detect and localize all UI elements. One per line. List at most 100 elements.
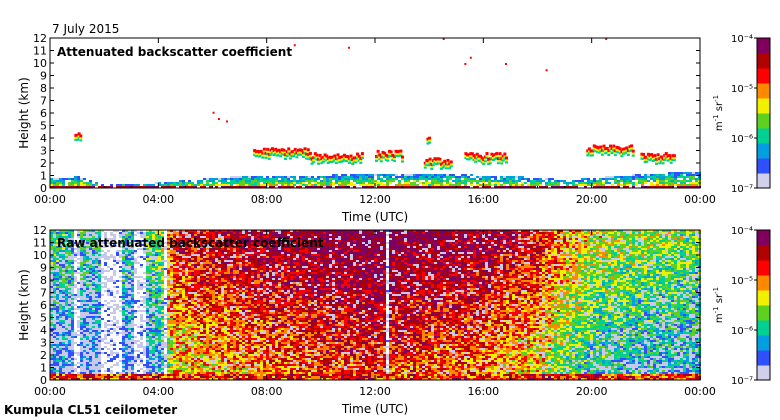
y-tick-label: 9: [40, 262, 47, 275]
colorbar-swatch: [757, 235, 770, 238]
colorbar-swatch: [757, 38, 770, 41]
colorbar-swatch: [757, 150, 770, 154]
colorbar-swatch: [757, 365, 770, 368]
colorbar-swatch: [757, 317, 770, 321]
colorbar-swatch: [757, 230, 770, 233]
colorbar-swatch: [757, 148, 770, 151]
y-tick-label: 1: [40, 362, 47, 375]
colorbar-swatch: [757, 372, 770, 376]
colorbar-swatch: [757, 143, 770, 146]
x-tick-label: 20:00: [576, 193, 608, 206]
colorbar-swatch: [757, 100, 770, 104]
colorbar-unit: m-1 sr-1: [712, 287, 725, 323]
colorbar-swatch: [757, 232, 770, 236]
colorbar-swatch: [757, 257, 770, 261]
y-tick-label: 4: [40, 132, 47, 145]
x-tick-label: 12:00: [359, 385, 391, 398]
heatmap-raw: [50, 230, 701, 380]
colorbar-swatch: [757, 267, 770, 271]
colorbar-swatch: [757, 337, 770, 341]
colorbar-swatch: [757, 145, 770, 149]
y-tick-label: 12: [33, 224, 47, 237]
colorbar-tick-label: 10⁻⁷: [731, 184, 753, 195]
x-tick-label: 04:00: [142, 385, 174, 398]
colorbar-swatch: [757, 60, 770, 64]
y-tick-label: 7: [40, 95, 47, 108]
colorbar-swatch: [757, 43, 770, 46]
colorbar-swatch: [757, 50, 770, 54]
colorbar-swatch: [757, 242, 770, 246]
y-tick-label: 6: [40, 299, 47, 312]
colorbar-swatch: [757, 68, 770, 71]
colorbar-swatch: [757, 158, 770, 161]
colorbar-swatch: [757, 108, 770, 111]
y-tick-label: 12: [33, 32, 47, 45]
y-tick-label: 2: [40, 349, 47, 362]
panel-raw-backscatter: Raw attenuated backscatter coefficient 0…: [17, 224, 771, 416]
colorbar-swatch: [757, 118, 770, 121]
colorbar-swatch: [757, 78, 770, 81]
colorbar-swatch: [757, 367, 770, 371]
y-tick-label: 11: [33, 237, 47, 250]
colorbar-swatch: [757, 325, 770, 328]
colorbar-frame: [756, 229, 771, 381]
colorbar-swatch: [757, 277, 770, 281]
colorbar-swatch: [757, 375, 770, 378]
colorbar-swatch: [757, 370, 770, 373]
y-tick-label: 4: [40, 324, 47, 337]
colorbar-swatch: [757, 75, 770, 79]
colorbar-swatch: [757, 262, 770, 266]
colorbar-swatch: [757, 270, 770, 273]
colorbar-swatch: [757, 183, 770, 186]
colorbar-top: 10⁻⁷ 10⁻⁶ 10⁻⁵ 10⁻⁴ m-1 sr-1: [712, 34, 771, 195]
colorbar-swatch: [757, 352, 770, 356]
colorbar-swatch: [757, 48, 770, 51]
colorbar-swatch: [757, 105, 770, 109]
x-tick-label: 08:00: [251, 193, 283, 206]
colorbar-swatch: [757, 307, 770, 311]
colorbar-swatch: [757, 55, 770, 59]
y-axis-label-bottom: Height (km): [17, 269, 31, 340]
colorbar-unit: m-1 sr-1: [712, 95, 725, 131]
y-tick-label: 8: [40, 274, 47, 287]
colorbar-swatch: [757, 153, 770, 156]
colorbar-swatch: [757, 305, 770, 308]
heatmap-attenuated: [50, 38, 701, 188]
colorbar-swatch: [757, 93, 770, 96]
colorbar-swatch: [757, 300, 770, 303]
x-axis-bottom: 00:00 04:00 08:00 12:00 16:00 20:00 00:00: [34, 230, 716, 398]
colorbar-swatch: [757, 332, 770, 336]
colorbar-swatch: [757, 272, 770, 276]
panel-title-bottom: Raw attenuated backscatter coefficient: [57, 236, 324, 250]
colorbar-swatch: [757, 347, 770, 351]
colorbar-swatch: [757, 360, 770, 363]
x-tick-label: 16:00: [467, 385, 499, 398]
panel-attenuated-backscatter: Attenuated backscatter coefficient 01234…: [17, 32, 771, 224]
y-tick-label: 0: [40, 374, 47, 387]
colorbar-swatch: [757, 260, 770, 263]
colorbar-swatch: [757, 95, 770, 99]
y-tick-label: 5: [40, 312, 47, 325]
x-tick-label: 00:00: [34, 193, 66, 206]
colorbar-tick-label: 10⁻⁴: [731, 226, 753, 237]
colorbar-swatch: [757, 138, 770, 141]
colorbar-swatch: [757, 135, 770, 139]
colorbar-swatch: [757, 173, 770, 176]
colorbar-swatch: [757, 292, 770, 296]
y-axis-label-top: Height (km): [17, 77, 31, 148]
y-tick-label: 3: [40, 145, 47, 158]
colorbar-swatch: [757, 113, 770, 116]
colorbar-swatch: [757, 362, 770, 366]
colorbar-swatch: [757, 140, 770, 144]
colorbar-swatch: [757, 285, 770, 288]
colorbar-bottom: 10⁻⁷ 10⁻⁶ 10⁻⁵ 10⁻⁴ m-1 sr-1: [712, 226, 771, 387]
instrument-label: Kumpula CL51 ceilometer: [4, 403, 177, 417]
colorbar-swatch: [757, 175, 770, 179]
colorbar-swatch: [757, 310, 770, 313]
x-tick-label: 04:00: [142, 193, 174, 206]
colorbar-swatch: [757, 245, 770, 248]
colorbar-swatch: [757, 125, 770, 129]
y-tick-label: 9: [40, 70, 47, 83]
colorbar-swatch: [757, 287, 770, 291]
